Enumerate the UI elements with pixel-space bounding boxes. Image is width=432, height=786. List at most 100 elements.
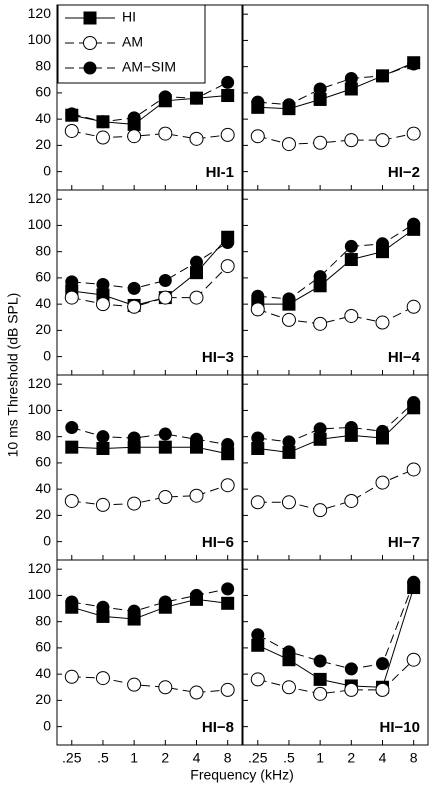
marker-square bbox=[251, 638, 265, 652]
marker-circle bbox=[189, 255, 203, 269]
marker-open-circle bbox=[83, 36, 97, 50]
marker-open-circle bbox=[64, 669, 79, 684]
marker-square bbox=[313, 432, 327, 446]
marker-circle bbox=[221, 75, 235, 89]
y-tick-label: 100 bbox=[28, 586, 52, 602]
marker-open-circle bbox=[313, 686, 328, 701]
y-tick-label: 100 bbox=[28, 216, 52, 232]
marker-open-circle bbox=[127, 129, 142, 144]
marker-open-circle bbox=[127, 677, 142, 692]
marker-square bbox=[251, 441, 265, 455]
marker-open-circle bbox=[95, 497, 110, 512]
panel-title: HI−10 bbox=[380, 719, 420, 736]
series-line bbox=[71, 242, 228, 289]
marker-circle bbox=[344, 420, 358, 434]
marker-circle bbox=[221, 235, 235, 249]
marker-circle bbox=[282, 292, 296, 306]
marker-open-circle bbox=[127, 496, 142, 511]
marker-circle bbox=[127, 111, 141, 125]
panel-title: HI−8 bbox=[202, 719, 234, 736]
marker-open-circle bbox=[64, 493, 79, 508]
marker-open-circle bbox=[250, 495, 265, 510]
marker-circle bbox=[251, 95, 265, 109]
x-tick-label: 1 bbox=[316, 750, 324, 766]
marker-open-circle bbox=[95, 130, 110, 145]
y-tick-label: 40 bbox=[35, 665, 51, 681]
x-tick-label: 4 bbox=[193, 750, 201, 766]
y-tick-label: 40 bbox=[35, 295, 51, 311]
panel-title: HI-1 bbox=[206, 164, 234, 181]
y-tick-label: 100 bbox=[28, 31, 52, 47]
marker-square bbox=[221, 89, 235, 103]
y-tick-label: 40 bbox=[35, 480, 51, 496]
marker-open-circle bbox=[313, 503, 328, 518]
marker-circle bbox=[407, 217, 421, 231]
y-tick-label: 100 bbox=[28, 401, 52, 417]
y-tick-label: 80 bbox=[35, 242, 51, 258]
marker-circle bbox=[65, 275, 79, 289]
marker-circle bbox=[189, 432, 203, 446]
marker-open-circle bbox=[406, 126, 421, 141]
series-line bbox=[71, 265, 229, 308]
marker-open-circle bbox=[344, 133, 359, 148]
marker-circle bbox=[407, 575, 421, 589]
marker-circle bbox=[127, 604, 141, 618]
panel-title: HI−4 bbox=[388, 349, 421, 366]
marker-open-circle bbox=[406, 299, 421, 314]
marker-open-circle bbox=[250, 672, 265, 687]
y-tick-label: 80 bbox=[35, 57, 51, 73]
x-tick-label: 8 bbox=[410, 750, 418, 766]
marker-open-circle bbox=[189, 488, 204, 503]
marker-open-circle bbox=[64, 123, 79, 138]
marker-open-circle bbox=[344, 493, 359, 508]
marker-square bbox=[282, 445, 296, 459]
y-tick-label: 0 bbox=[43, 717, 51, 733]
marker-circle bbox=[375, 424, 389, 438]
marker-circle bbox=[313, 270, 327, 284]
marker-square bbox=[221, 447, 235, 461]
marker-circle bbox=[158, 427, 172, 441]
marker-open-circle bbox=[281, 680, 296, 695]
x-tick-label: .25 bbox=[62, 750, 82, 766]
y-tick-label: 20 bbox=[35, 321, 51, 337]
y-tick-label: 120 bbox=[28, 5, 52, 21]
marker-circle bbox=[83, 61, 97, 75]
panel-frame bbox=[56, 559, 243, 746]
marker-circle bbox=[96, 430, 110, 444]
marker-open-circle bbox=[406, 652, 421, 667]
marker-circle bbox=[251, 431, 265, 445]
marker-circle bbox=[65, 595, 79, 609]
marker-open-circle bbox=[158, 680, 173, 695]
marker-circle bbox=[375, 657, 389, 671]
marker-open-circle bbox=[375, 682, 390, 697]
y-tick-label: 80 bbox=[35, 427, 51, 443]
x-tick-label: 2 bbox=[347, 750, 355, 766]
marker-open-circle bbox=[95, 671, 110, 686]
marker-square bbox=[344, 82, 358, 96]
marker-circle bbox=[221, 582, 235, 596]
series-line bbox=[257, 659, 415, 695]
x-axis-label: Frequency (kHz) bbox=[190, 767, 293, 783]
marker-circle bbox=[158, 90, 172, 104]
marker-square bbox=[313, 672, 327, 686]
marker-circle bbox=[221, 438, 235, 452]
y-tick-label: 0 bbox=[43, 532, 51, 548]
marker-circle bbox=[127, 431, 141, 445]
marker-circle bbox=[251, 628, 265, 642]
y-tick-label: 120 bbox=[28, 190, 52, 206]
marker-open-circle bbox=[189, 131, 204, 146]
marker-circle bbox=[313, 82, 327, 96]
marker-square bbox=[313, 92, 327, 106]
marker-circle bbox=[251, 289, 265, 303]
marker-open-circle bbox=[375, 133, 390, 148]
marker-square bbox=[96, 609, 110, 623]
marker-circle bbox=[313, 654, 327, 668]
panel-title: HI−6 bbox=[202, 534, 234, 551]
marker-open-circle bbox=[64, 290, 79, 305]
x-tick-label: 4 bbox=[379, 750, 387, 766]
y-tick-label: 80 bbox=[35, 612, 51, 628]
marker-circle bbox=[344, 71, 358, 85]
legend-label: HI bbox=[122, 9, 136, 25]
marker-square bbox=[158, 440, 172, 454]
